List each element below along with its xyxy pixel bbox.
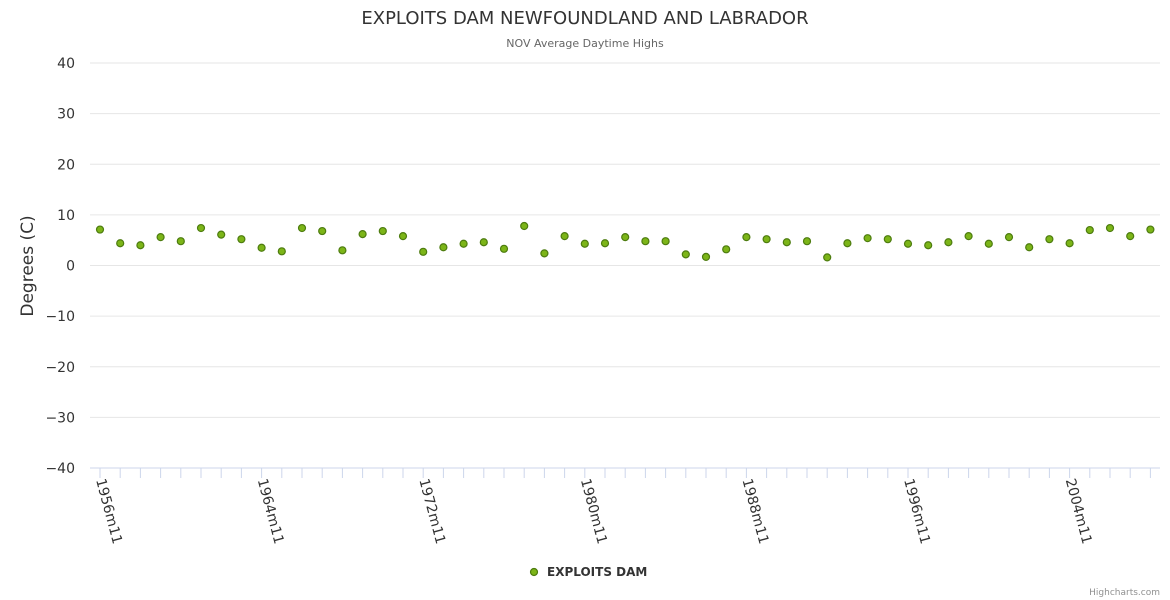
y-tick-label: −20: [45, 360, 75, 376]
data-point[interactable]: [196, 223, 206, 233]
data-point[interactable]: [883, 235, 892, 244]
y-axis-label: Degrees (C): [18, 215, 38, 316]
y-axis: 40 30 20 10 0 −10 −20 −30 −40: [45, 56, 75, 477]
data-point[interactable]: [1045, 235, 1054, 244]
data-point[interactable]: [378, 226, 387, 236]
legend-marker[interactable]: [529, 567, 539, 577]
y-tick-label: 30: [57, 107, 75, 123]
data-point[interactable]: [823, 253, 832, 262]
data-point[interactable]: [701, 252, 711, 261]
data-point[interactable]: [621, 233, 630, 242]
legend[interactable]: EXPLOITS DAM: [529, 565, 648, 579]
y-tick-label: 20: [57, 157, 75, 173]
data-point[interactable]: [560, 232, 569, 241]
data-point[interactable]: [802, 237, 812, 246]
data-point[interactable]: [318, 226, 327, 236]
data-point[interactable]: [984, 239, 993, 248]
data-point[interactable]: [600, 239, 610, 248]
data-point[interactable]: [1085, 225, 1094, 235]
data-point[interactable]: [661, 237, 670, 246]
data-point[interactable]: [863, 234, 872, 243]
y-tick-label: −30: [45, 410, 75, 426]
data-point[interactable]: [95, 225, 105, 234]
data-point[interactable]: [217, 230, 226, 239]
data-point[interactable]: [136, 241, 145, 250]
data-point[interactable]: [742, 233, 751, 242]
y-tick-label: 0: [66, 259, 75, 275]
data-point[interactable]: [1146, 225, 1155, 234]
legend-item-exploits-dam[interactable]: EXPLOITS DAM: [547, 565, 647, 579]
data-point[interactable]: [580, 239, 589, 248]
data-point[interactable]: [459, 239, 468, 248]
data-point[interactable]: [1065, 239, 1074, 248]
data-point[interactable]: [1105, 223, 1115, 233]
data-point[interactable]: [116, 239, 125, 248]
y-tick-label: −10: [45, 309, 75, 325]
data-point[interactable]: [944, 238, 953, 247]
data-point[interactable]: [843, 239, 852, 248]
data-point[interactable]: [722, 245, 731, 254]
data-point[interactable]: [520, 221, 529, 231]
data-point[interactable]: [641, 237, 650, 246]
data-point[interactable]: [964, 232, 973, 241]
data-point[interactable]: [540, 249, 549, 258]
data-point[interactable]: [257, 243, 266, 252]
data-point[interactable]: [176, 237, 185, 246]
data-point[interactable]: [297, 223, 307, 233]
chart-title: EXPLOITS DAM NEWFOUNDLAND AND LABRADOR: [361, 8, 808, 29]
data-point[interactable]: [338, 246, 347, 255]
data-point[interactable]: [924, 241, 933, 250]
data-point[interactable]: [237, 235, 246, 244]
chart-subtitle: NOV Average Daytime Highs: [506, 37, 664, 50]
data-point[interactable]: [681, 250, 690, 259]
data-point[interactable]: [419, 247, 428, 256]
y-tick-label: 10: [57, 208, 75, 224]
data-point[interactable]: [1025, 243, 1034, 252]
data-series-exploits-dam[interactable]: [95, 221, 1155, 262]
data-point[interactable]: [903, 239, 913, 248]
y-tick-label: 40: [57, 56, 75, 72]
data-point[interactable]: [156, 233, 165, 242]
data-point[interactable]: [762, 235, 771, 244]
data-point[interactable]: [398, 232, 408, 241]
y-tick-label: −40: [45, 461, 75, 477]
data-point[interactable]: [277, 247, 286, 256]
data-point[interactable]: [358, 230, 367, 239]
data-point[interactable]: [1004, 233, 1014, 242]
data-point[interactable]: [782, 238, 791, 247]
credits-link[interactable]: Highcharts.com: [1089, 588, 1160, 598]
data-point[interactable]: [1126, 232, 1135, 241]
data-point[interactable]: [439, 243, 448, 252]
data-point[interactable]: [479, 238, 488, 247]
data-point[interactable]: [499, 244, 509, 253]
